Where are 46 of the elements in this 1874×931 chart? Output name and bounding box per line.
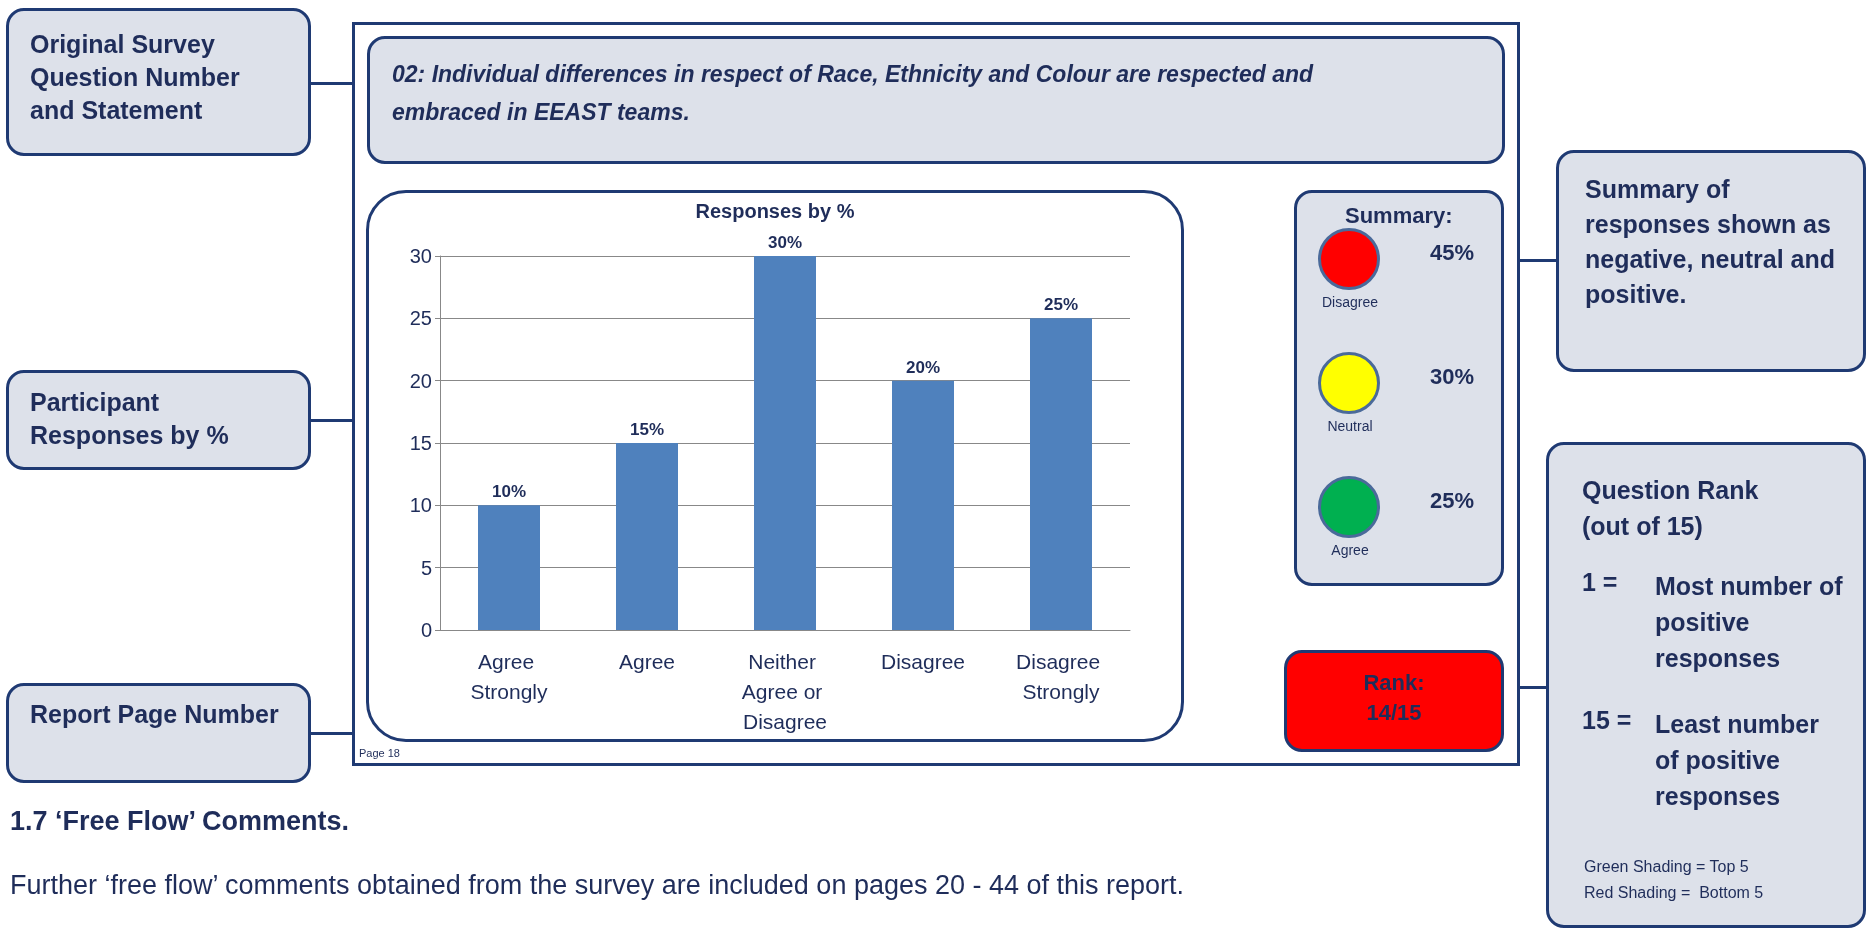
text: Participant Responses by % [30, 387, 230, 451]
y-tick-label: 10 [409, 494, 432, 517]
text: 1.7 ‘Free Flow’ Comments. [10, 806, 350, 837]
y-tick-label: 25 [409, 307, 432, 330]
data-label: 25% [1043, 295, 1079, 315]
text: 1 = [1582, 568, 1618, 597]
x-tick-label: Agree Strongly [470, 649, 549, 703]
y-tick-label: 0 [420, 619, 432, 641]
data-label: 30% [767, 233, 803, 252]
text: Red Shading = Bottom 5 [1584, 884, 1764, 902]
text: Neutral [1326, 418, 1374, 434]
text: 30% [1430, 364, 1475, 390]
text: Green Shading = Top 5 [1584, 858, 1749, 876]
text: 45% [1430, 240, 1475, 266]
x-tick-label: Disagree Strongly [1016, 649, 1106, 703]
text: Further ‘free flow’ comments obtained from the survey are included on pages 20 - 44 of this report. [10, 870, 1185, 901]
text: Disagree [1321, 294, 1379, 310]
y-tick-label: 15 [409, 432, 432, 454]
text: Report Page Number [30, 699, 280, 730]
text: Summary: [1345, 203, 1453, 229]
text: Rank: 14/15 [1362, 669, 1426, 727]
data-label: 15% [629, 420, 665, 439]
bar [616, 443, 678, 630]
text: 02: Individual differences in respect of Race, Ethnicity and Colour are respected and embraced in EEAST teams. [392, 60, 1315, 127]
text: 15 = [1582, 706, 1632, 735]
text: 25% [1430, 488, 1475, 514]
y-tick-label: 5 [420, 556, 432, 579]
bar [754, 256, 816, 630]
data-label: 10% [491, 482, 527, 502]
x-tick-label: Agree [618, 649, 676, 673]
data-label: 20% [905, 357, 941, 377]
text: Page 18 [358, 746, 401, 760]
y-tick-label: 30 [409, 245, 432, 267]
bar [892, 380, 954, 630]
text: Question Rank (out of 15) [1582, 475, 1760, 542]
text: Original Survey Question Number and Statement [30, 29, 241, 126]
x-tick-label: Disagree [880, 649, 966, 673]
bar [1030, 318, 1092, 630]
y-tick-label: 20 [409, 369, 432, 392]
text: Most number of positive responses [1655, 571, 1844, 674]
text: Summary of responses shown as negative, neutral and positive. [1585, 174, 1837, 310]
bar [478, 505, 540, 630]
x-tick-label: Neither Agree or Disagree [741, 649, 829, 733]
text: Agree [1330, 542, 1370, 558]
chart-title: Responses by % [695, 200, 855, 222]
text: Least number of positive responses [1655, 709, 1820, 812]
